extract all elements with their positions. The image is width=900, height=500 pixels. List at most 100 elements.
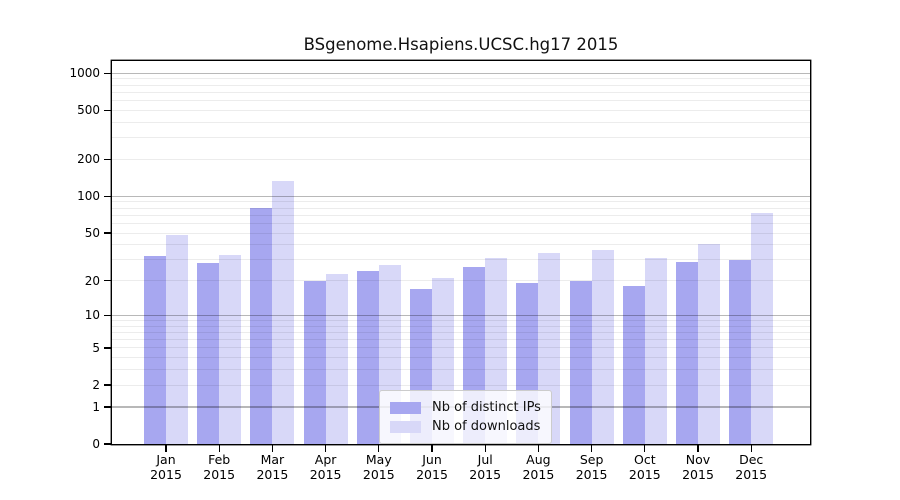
gridline-600	[112, 100, 810, 102]
x-tick-month-jul: Jul	[477, 452, 493, 467]
bar-downloads-dec	[751, 213, 774, 444]
x-tick-label-jun: Jun 2015	[402, 452, 462, 482]
bar-ips-may	[356, 271, 379, 444]
y-tick-label-2: 2	[92, 378, 100, 393]
legend-label-downloads: Nb of downloads	[432, 419, 541, 434]
y-tick-label-0: 0	[92, 437, 100, 451]
bar-downloads-sep	[591, 250, 614, 444]
gridline-500	[112, 109, 810, 111]
x-tick-month-nov: Nov	[685, 452, 711, 467]
bar-ips-oct	[622, 286, 645, 444]
gridline-100	[112, 195, 810, 198]
gridline-60	[112, 222, 810, 224]
bar-ips-apr	[303, 280, 326, 444]
bar-ips-nov	[676, 261, 698, 444]
y-tick-label-1: 1	[92, 399, 100, 414]
bar-ips-mar	[250, 207, 273, 444]
y-tick-label-500: 500	[77, 103, 100, 118]
x-tick-year-jun: 2015	[416, 467, 448, 482]
x-tick-label-nov: Nov 2015	[668, 452, 728, 482]
x-tick-year-feb: 2015	[203, 467, 236, 482]
x-tick-month-dec: Dec	[739, 452, 764, 467]
x-tick-month-sep: Sep	[579, 452, 604, 467]
x-tick-month-may: May	[365, 452, 392, 467]
gridline-700	[112, 91, 810, 93]
gridline-7	[112, 331, 810, 333]
y-tick-mark-100	[104, 195, 111, 198]
legend-row-0: Nb of distinct IPs	[390, 399, 541, 416]
gridline-90	[112, 201, 810, 203]
gridline-1000	[112, 72, 810, 75]
x-tick-mark-nov	[697, 445, 699, 452]
y-tick-mark-1000	[104, 72, 111, 75]
x-tick-month-mar: Mar	[260, 452, 285, 467]
y-tick-mark-500	[104, 109, 111, 112]
bar-ips-dec	[729, 259, 752, 444]
y-tick-label-100: 100	[77, 189, 100, 204]
gridline-200	[112, 158, 810, 160]
y-tick-mark-20	[104, 279, 111, 282]
x-tick-mark-aug	[537, 445, 540, 452]
gridline-70	[112, 214, 810, 216]
x-tick-mark-may	[378, 445, 380, 452]
gridline-5	[112, 347, 810, 349]
x-tick-month-oct: Oct	[633, 452, 656, 467]
x-tick-year-apr: 2015	[309, 467, 342, 482]
plot-area: Nb of distinct IPs Nb of downloads	[112, 61, 810, 444]
y-tick-label-200: 200	[77, 152, 100, 167]
x-tick-label-feb: Feb 2015	[189, 452, 249, 482]
legend-swatch-downloads	[390, 420, 421, 433]
bar-ips-feb	[197, 263, 220, 444]
gridline-40	[112, 244, 810, 246]
x-tick-year-jan: 2015	[150, 467, 182, 482]
x-tick-mark-mar	[271, 445, 274, 452]
x-tick-mark-apr	[324, 445, 327, 452]
x-tick-mark-sep	[590, 445, 593, 452]
x-tick-label-aug: Aug 2015	[508, 452, 568, 482]
gridline-6	[112, 339, 810, 341]
x-tick-label-may: May 2015	[349, 452, 409, 482]
gridline-2	[112, 384, 810, 386]
y-tick-mark-2	[104, 384, 111, 386]
x-tick-month-apr: Apr	[314, 452, 337, 467]
bar-downloads-oct	[644, 258, 667, 444]
gridline-400	[112, 121, 810, 123]
bar-ips-jan	[144, 256, 166, 444]
x-tick-year-jul: 2015	[469, 467, 502, 482]
gridline-3	[112, 369, 810, 371]
chart-title: BSgenome.Hsapiens.UCSC.hg17 2015	[303, 35, 619, 54]
gridline-9	[112, 319, 810, 321]
x-tick-month-jun: Jun	[422, 452, 442, 467]
y-tick-label-10: 10	[84, 308, 100, 323]
x-tick-month-jan: Jan	[156, 452, 176, 467]
y-tick-mark-200	[104, 158, 111, 161]
gridline-10	[112, 314, 810, 317]
legend-row-1: Nb of downloads	[390, 418, 541, 435]
x-tick-month-feb: Feb	[208, 452, 231, 467]
y-tick-label-20: 20	[84, 273, 100, 288]
x-tick-label-oct: Oct 2015	[615, 452, 675, 482]
y-tick-mark-1	[104, 406, 111, 408]
bar-downloads-nov	[698, 243, 720, 444]
x-tick-year-aug: 2015	[522, 467, 555, 482]
gridline-900	[112, 78, 810, 80]
x-tick-label-jul: Jul 2015	[455, 452, 515, 482]
bar-downloads-apr	[325, 273, 348, 444]
gridline-300	[112, 137, 810, 139]
x-tick-mark-jun	[431, 445, 433, 452]
x-tick-label-sep: Sep 2015	[562, 452, 622, 482]
bar-downloads-feb	[219, 254, 242, 444]
gridline-30	[112, 259, 810, 261]
x-tick-year-sep: 2015	[575, 467, 608, 482]
bar-ips-sep	[569, 280, 592, 444]
y-tick-mark-10	[104, 314, 111, 317]
legend-swatch-ips	[390, 401, 421, 414]
x-tick-mark-feb	[218, 445, 220, 452]
x-tick-year-mar: 2015	[256, 467, 289, 482]
x-tick-label-mar: Mar 2015	[242, 452, 302, 482]
x-tick-label-dec: Dec 2015	[721, 452, 781, 482]
y-tick-label-5: 5	[92, 340, 100, 355]
x-tick-year-may: 2015	[362, 467, 395, 482]
legend: Nb of distinct IPs Nb of downloads	[379, 390, 552, 444]
